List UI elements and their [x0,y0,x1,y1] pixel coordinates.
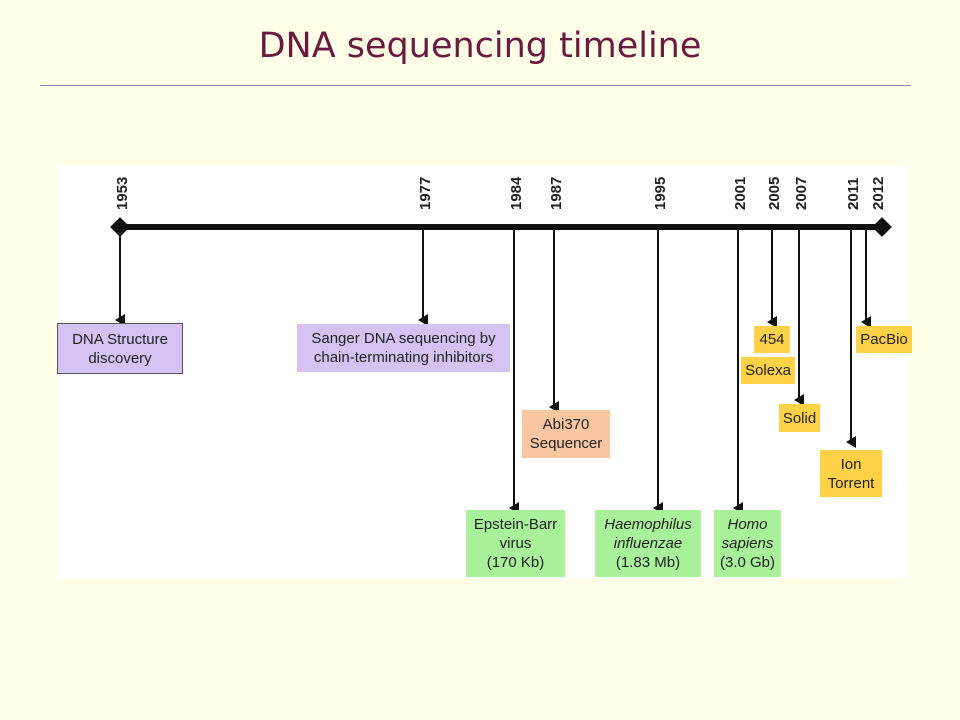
event-ion-line2: Torrent [827,474,875,492]
event-haemophilus-line1: Haemophilus [604,516,692,533]
timeline-end-diamond [872,217,892,237]
event-epstein-barr-line3: (170 Kb) [486,554,545,571]
year-label-1977: 1977 [417,177,434,210]
event-solid: Solid [779,404,820,432]
event-ion-line1: Ion [840,455,862,473]
event-abi370-line2: Sequencer [529,435,603,452]
event-pacbio-label: PacBio [860,331,908,348]
event-homo-line3: (3.0 Gb) [719,554,776,571]
event-homo-sapiens: Homo sapiens (3.0 Gb) [714,510,781,577]
year-label-1953: 1953 [114,177,131,210]
event-haemophilus-line3: (1.83 Mb) [615,554,681,571]
event-solexa-label: Solexa [745,362,791,379]
year-label-2012: 2012 [870,177,887,210]
event-epstein-barr: Epstein-Barr virus (170 Kb) [466,510,565,577]
event-abi370-line1: Abi370 [542,416,590,433]
event-dna-structure-line1: DNA Structure [72,330,168,348]
event-ion-torrent: Ion Torrent [820,450,882,497]
title-divider [40,85,911,86]
year-label-1984: 1984 [508,176,525,210]
event-abi370: Abi370 Sequencer [522,410,610,458]
event-solexa: Solexa [741,357,795,384]
event-sanger: Sanger DNA sequencing by chain-terminati… [297,324,510,372]
year-label-1995: 1995 [652,177,669,210]
event-epstein-barr-line2: virus [499,535,532,552]
event-454-label: 454 [759,331,785,348]
event-pacbio: PacBio [856,326,912,353]
event-dna-structure: DNA Structure discovery [57,323,183,374]
event-dna-structure-line2: discovery [88,349,152,367]
event-haemophilus: Haemophilus influenzae (1.83 Mb) [595,510,701,577]
year-label-1987: 1987 [548,177,565,210]
event-sanger-line1: Sanger DNA sequencing by [311,330,496,347]
year-label-2011: 2011 [845,177,862,210]
event-homo-line2: sapiens [721,535,774,552]
event-454: 454 [754,326,790,353]
event-homo-line1: Homo [727,516,768,533]
page-title: DNA sequencing timeline [258,26,702,66]
event-solid-label: Solid [782,409,817,427]
year-label-2007: 2007 [793,177,810,210]
year-label-2005: 2005 [766,177,783,210]
event-epstein-barr-line1: Epstein-Barr [473,516,558,533]
event-sanger-line2: chain-terminating inhibitors [313,349,494,366]
year-label-2001: 2001 [732,177,749,210]
event-haemophilus-line2: influenzae [613,535,683,552]
